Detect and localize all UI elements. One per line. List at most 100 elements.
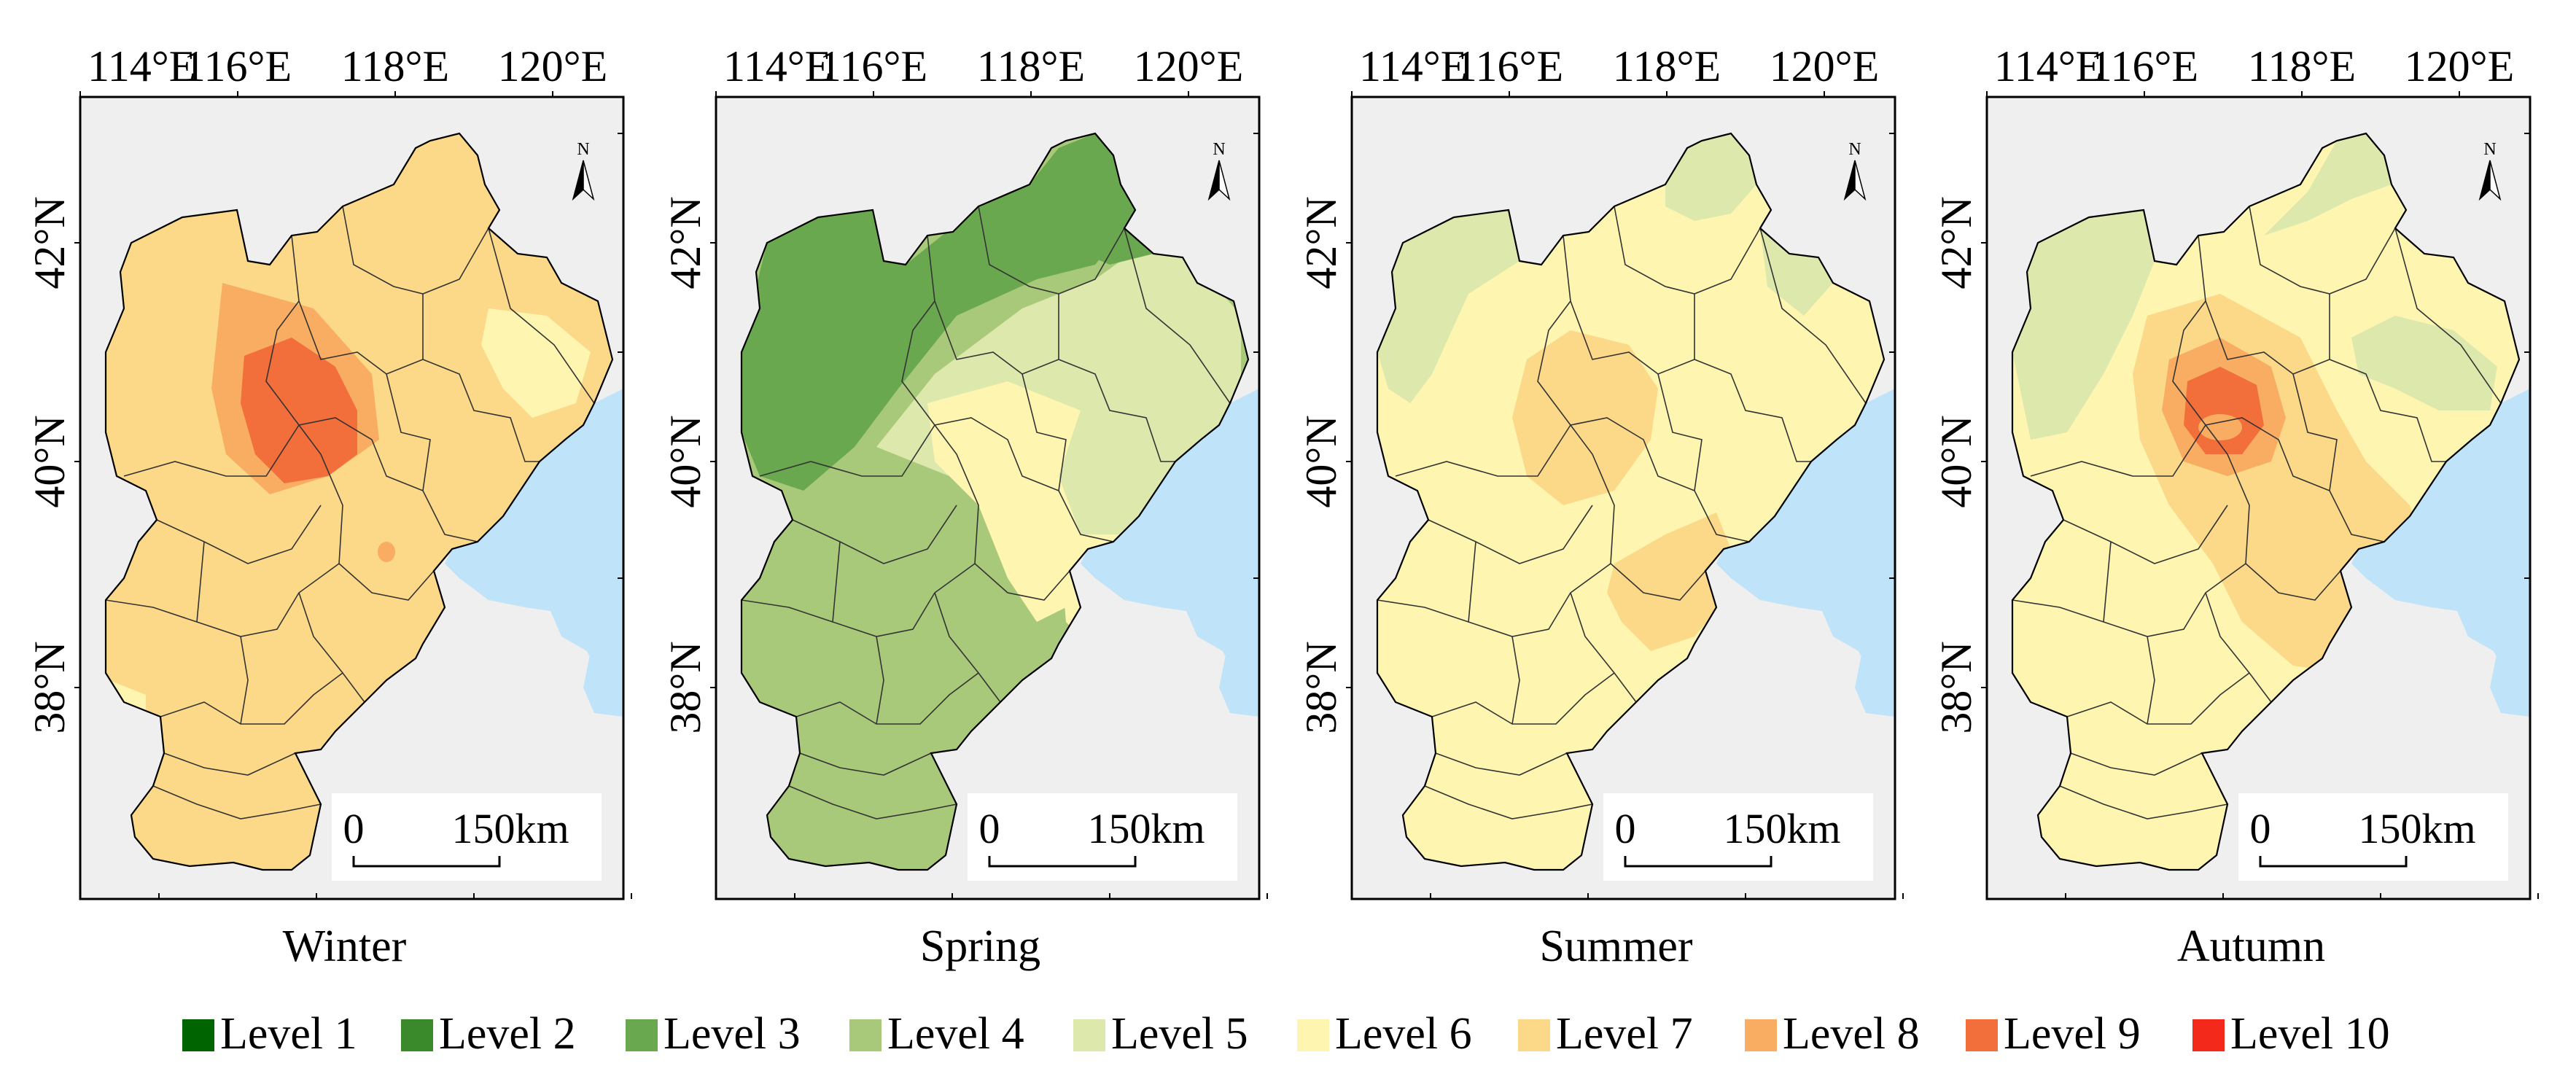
legend-label: Level 3 [664, 1009, 801, 1059]
legend-label: Level 6 [1335, 1009, 1472, 1059]
legend-swatch [1966, 1019, 1998, 1051]
lat-tick-label: 42°N [1932, 196, 1980, 289]
legend-label: Level 7 [1556, 1009, 1693, 1059]
lon-tick-label: 118°E [2248, 42, 2356, 90]
legend-item: Level 6 [1297, 1009, 1472, 1059]
scale-bar-start-label: 0 [979, 805, 1000, 852]
zone-north [1665, 133, 1756, 221]
legend-swatch [1745, 1019, 1777, 1051]
legend-item: Level 3 [626, 1009, 801, 1059]
zone-north [1377, 210, 1519, 403]
scale-bar-start-label: 0 [2250, 805, 2271, 852]
lon-tick-label: 114°E [87, 42, 195, 90]
legend-swatch [1073, 1019, 1105, 1051]
lon-tick-label: 118°E [341, 42, 449, 90]
lat-tick-label: 38°N [661, 641, 709, 733]
lon-tick-label: 116°E [820, 42, 927, 90]
lon-tick-label: 114°E [1359, 42, 1467, 90]
north-arrow-icon: N [1207, 140, 1231, 201]
lon-tick-label: 116°E [1455, 42, 1563, 90]
legend-label: Level 1 [220, 1009, 357, 1059]
zone-nw [978, 133, 1153, 265]
north-arrow-icon: N [1843, 140, 1867, 201]
legend-item: Level 10 [2192, 1009, 2390, 1059]
scale-bar-line [1624, 856, 1773, 868]
lon-tick-label: 120°E [2405, 42, 2515, 90]
lat-tick-label: 38°N [1297, 641, 1345, 733]
north-arrow-icon: N [2478, 140, 2502, 201]
map-frame [79, 96, 625, 900]
legend-swatch [401, 1019, 433, 1051]
legend-swatch [1297, 1019, 1329, 1051]
legend-item: Level 1 [182, 1009, 357, 1059]
scale-bar: 0 150km [1603, 793, 1873, 881]
scale-bar-end-label: 150km [1087, 805, 1205, 852]
scale-bar: 0 150km [2238, 793, 2508, 881]
lat-tick-label: 40°N [26, 415, 74, 507]
legend-swatch [1518, 1019, 1550, 1051]
lon-tick-label: 118°E [1613, 42, 1721, 90]
legend-item: Level 4 [849, 1009, 1024, 1059]
zone-north [2351, 316, 2497, 410]
legend-item: Level 5 [1073, 1009, 1248, 1059]
scale-bar-line [988, 856, 1137, 868]
north-arrow-icon: N [572, 140, 595, 201]
lat-tick-label: 42°N [26, 196, 74, 289]
north-label: N [577, 140, 589, 159]
scale-bar-end-label: 150km [451, 805, 569, 852]
panel-caption: Autumn [2177, 922, 2325, 971]
scale-bar-line [2259, 856, 2408, 868]
panel-caption: Spring [920, 922, 1040, 971]
legend-item: Level 2 [401, 1009, 576, 1059]
lon-tick-label: 116°E [2090, 42, 2198, 90]
legend-label: Level 10 [2230, 1009, 2390, 1059]
lat-tick-label: 38°N [1932, 641, 1980, 733]
legend-label: Level 5 [1111, 1009, 1248, 1059]
scale-bar: 0 150km [968, 793, 1237, 881]
panel-caption: Winter [283, 922, 407, 971]
lon-tick-label: 120°E [498, 42, 608, 90]
north-label: N [1848, 140, 1861, 159]
scale-bar-start-label: 0 [343, 805, 365, 852]
lat-tick-label: 38°N [26, 641, 74, 733]
zone-low_patch [481, 308, 591, 418]
map-frame [715, 96, 1261, 900]
lat-tick-label: 42°N [1297, 196, 1345, 289]
legend-swatch [849, 1019, 882, 1051]
legend: Level 1 Level 2 Level 3 Level 4 Level 5 Level… [182, 1009, 2390, 1059]
panel-caption: Summer [1539, 922, 1692, 971]
lat-tick-label: 40°N [661, 415, 709, 507]
legend-item: Level 9 [1966, 1009, 2141, 1059]
zone-core [2198, 414, 2243, 440]
legend-label: Level 4 [887, 1009, 1024, 1059]
lon-tick-label: 120°E [1134, 42, 1244, 90]
scale-bar-start-label: 0 [1615, 805, 1636, 852]
zone-hot [1512, 330, 1658, 505]
scale-bar-end-label: 150km [2358, 805, 2475, 852]
north-label: N [1213, 140, 1225, 159]
lon-tick-label: 116°E [184, 42, 292, 90]
map-frame [1350, 96, 1896, 900]
lat-tick-label: 42°N [661, 196, 709, 289]
legend-swatch [182, 1019, 214, 1051]
legend-swatch [626, 1019, 658, 1051]
north-label: N [2483, 140, 2496, 159]
zone-north [2012, 210, 2155, 440]
zone-core [241, 338, 357, 483]
lat-tick-label: 40°N [1297, 415, 1345, 507]
zone-hot [1607, 513, 1731, 651]
scale-bar-line [352, 856, 501, 868]
zone-north [2264, 133, 2392, 235]
lon-tick-label: 114°E [1994, 42, 2102, 90]
scale-bar: 0 150km [332, 793, 602, 881]
lon-tick-label: 114°E [723, 42, 831, 90]
legend-label: Level 9 [2004, 1009, 2141, 1059]
lon-tick-label: 120°E [1770, 42, 1880, 90]
lat-tick-label: 40°N [1932, 415, 1980, 507]
